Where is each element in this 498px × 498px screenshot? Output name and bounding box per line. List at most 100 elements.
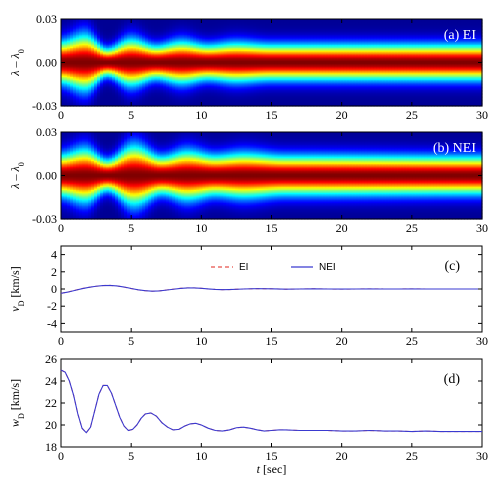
heatmap-cell <box>151 87 155 90</box>
heatmap-cell <box>127 69 131 72</box>
heatmap-cell <box>160 42 164 45</box>
heatmap-cell <box>148 37 152 40</box>
heatmap-cell <box>139 84 143 87</box>
heatmap-cell <box>121 100 125 103</box>
heatmap-cell <box>190 78 194 81</box>
heatmap-cell <box>127 61 131 64</box>
heatmap-cell <box>163 95 167 98</box>
heatmap-cell <box>73 19 77 22</box>
heatmap-cell <box>181 95 185 98</box>
heatmap-cell <box>94 88 98 91</box>
heatmap-cell <box>157 55 161 58</box>
heatmap-cell <box>118 23 122 26</box>
heatmap-cell <box>142 62 146 65</box>
heatmap-cell <box>112 36 116 39</box>
heatmap-cell <box>202 39 206 42</box>
heatmap-cell <box>163 59 167 62</box>
heatmap-cell <box>193 30 197 33</box>
heatmap-cell <box>196 24 200 27</box>
heatmap-cell <box>163 94 167 97</box>
heatmap-cell <box>142 97 146 100</box>
heatmap-cell <box>115 29 119 32</box>
heatmap-cell <box>133 84 137 87</box>
heatmap-cell <box>136 52 140 55</box>
heatmap-cell <box>166 91 170 94</box>
heatmap-cell <box>121 30 125 33</box>
heatmap-cell <box>151 95 155 98</box>
heatmap-cell <box>178 39 182 42</box>
heatmap-cell <box>208 92 212 95</box>
heatmap-cell <box>205 20 209 23</box>
heatmap-cell <box>100 56 104 59</box>
heatmap-cell <box>64 92 68 95</box>
heatmap-cell <box>121 66 125 69</box>
heatmap-cell <box>196 74 200 77</box>
heatmap-cell <box>61 88 65 91</box>
heatmap-cell <box>214 48 218 51</box>
heatmap-cell <box>214 77 218 80</box>
heatmap-cell <box>190 49 194 52</box>
heatmap-cell <box>109 78 113 81</box>
heatmap-cell <box>220 29 224 32</box>
heatmap-cell <box>205 61 209 64</box>
heatmap-cell <box>148 62 152 65</box>
heatmap-cell <box>94 63 98 66</box>
heatmap-cell <box>202 91 206 94</box>
heatmap-cell <box>91 94 95 97</box>
heatmap-cell <box>115 59 119 62</box>
heatmap-cell <box>190 84 194 87</box>
heatmap-cell <box>115 33 119 36</box>
heatmap-cell <box>217 23 221 26</box>
heatmap-cell <box>151 48 155 51</box>
heatmap-cell <box>166 56 170 59</box>
heatmap-cell <box>82 90 86 93</box>
heatmap-cell <box>91 40 95 43</box>
heatmap-cell <box>70 42 74 45</box>
heatmap-cell <box>64 40 68 43</box>
heatmap-cell <box>172 33 176 36</box>
heatmap-cell <box>67 33 71 36</box>
heatmap-cell <box>205 71 209 74</box>
heatmap-cell <box>130 29 134 32</box>
heatmap-cell <box>190 30 194 33</box>
heatmap-cell <box>70 30 74 33</box>
heatmap-cell <box>190 26 194 29</box>
heatmap-cell <box>187 20 191 23</box>
heatmap-cell <box>94 23 98 26</box>
heatmap-cell <box>199 56 203 59</box>
heatmap-cell <box>196 42 200 45</box>
heatmap-cell <box>217 49 221 52</box>
heatmap-cell <box>160 27 164 30</box>
heatmap-cell <box>103 82 107 85</box>
heatmap-cell <box>187 34 191 37</box>
heatmap-cell <box>85 81 89 84</box>
heatmap-cell <box>160 48 164 51</box>
heatmap-cell <box>82 88 86 91</box>
heatmap-cell <box>73 42 77 45</box>
heatmap-cell <box>61 32 65 35</box>
heatmap-cell <box>88 56 92 59</box>
heatmap-cell <box>163 37 167 40</box>
heatmap-cell <box>79 91 83 94</box>
heatmap-cell <box>76 88 80 91</box>
heatmap-cell <box>163 53 167 56</box>
heatmap-cell <box>157 65 161 68</box>
heatmap-cell <box>184 100 188 103</box>
heatmap-cell <box>127 26 131 29</box>
heatmap-cell <box>127 24 131 27</box>
heatmap-cell <box>163 45 167 48</box>
heatmap-cell <box>136 43 140 46</box>
heatmap-cell <box>151 62 155 65</box>
heatmap-cell <box>154 32 158 35</box>
heatmap-cell <box>79 98 83 101</box>
heatmap-cell <box>193 81 197 84</box>
heatmap-cell <box>187 36 191 39</box>
heatmap-cell <box>172 78 176 81</box>
heatmap-cell <box>67 69 71 72</box>
heatmap-cell <box>85 46 89 49</box>
heatmap-cell <box>94 81 98 84</box>
heatmap-cell <box>106 69 110 72</box>
heatmap-cell <box>112 98 116 101</box>
heatmap-cell <box>214 98 218 101</box>
heatmap-cell <box>169 46 173 49</box>
